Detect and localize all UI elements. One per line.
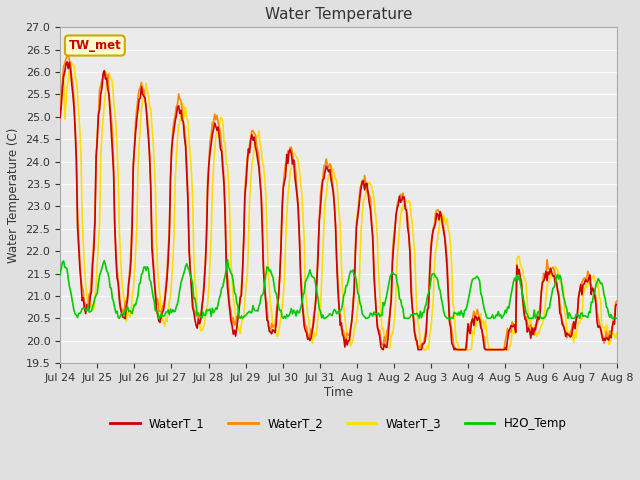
H2O_Temp <box>155 315 163 321</box>
WaterT_1 <box>613 301 621 307</box>
WaterT_1 <box>380 347 387 352</box>
WaterT_3 <box>396 225 403 231</box>
H2O_Temp <box>56 272 64 277</box>
Line: WaterT_3: WaterT_3 <box>60 61 617 349</box>
WaterT_3 <box>369 189 376 194</box>
H2O_Temp <box>397 297 404 302</box>
WaterT_3 <box>67 59 74 64</box>
WaterT_2 <box>613 299 621 304</box>
WaterT_2 <box>451 347 459 352</box>
WaterT_2 <box>369 236 376 241</box>
Text: TW_met: TW_met <box>68 39 121 52</box>
Legend: WaterT_1, WaterT_2, WaterT_3, H2O_Temp: WaterT_1, WaterT_2, WaterT_3, H2O_Temp <box>106 413 572 435</box>
Line: WaterT_2: WaterT_2 <box>60 55 617 349</box>
WaterT_3 <box>292 154 300 160</box>
WaterT_2 <box>56 109 64 115</box>
WaterT_3 <box>613 330 621 336</box>
WaterT_2 <box>65 52 72 58</box>
WaterT_2 <box>230 322 238 328</box>
H2O_Temp <box>613 315 621 321</box>
Y-axis label: Water Temperature (C): Water Temperature (C) <box>7 128 20 263</box>
WaterT_1 <box>468 319 476 325</box>
H2O_Temp <box>468 280 476 286</box>
Line: WaterT_1: WaterT_1 <box>60 62 617 349</box>
Line: H2O_Temp: H2O_Temp <box>60 260 617 318</box>
H2O_Temp <box>564 315 572 321</box>
H2O_Temp <box>232 291 239 297</box>
WaterT_3 <box>564 329 572 335</box>
WaterT_3 <box>56 119 64 125</box>
WaterT_2 <box>564 332 572 338</box>
H2O_Temp <box>223 257 231 263</box>
WaterT_1 <box>397 200 404 205</box>
H2O_Temp <box>293 308 301 313</box>
WaterT_2 <box>468 319 476 324</box>
X-axis label: Time: Time <box>324 385 353 398</box>
H2O_Temp <box>370 309 378 315</box>
WaterT_3 <box>420 347 428 352</box>
WaterT_2 <box>292 172 300 178</box>
WaterT_1 <box>369 233 376 239</box>
WaterT_2 <box>396 194 403 200</box>
WaterT_1 <box>63 59 71 65</box>
WaterT_1 <box>292 184 300 190</box>
WaterT_1 <box>230 327 238 333</box>
WaterT_3 <box>468 346 476 352</box>
WaterT_1 <box>564 332 572 337</box>
Title: Water Temperature: Water Temperature <box>265 7 412 22</box>
WaterT_1 <box>56 115 64 120</box>
WaterT_3 <box>230 303 238 309</box>
